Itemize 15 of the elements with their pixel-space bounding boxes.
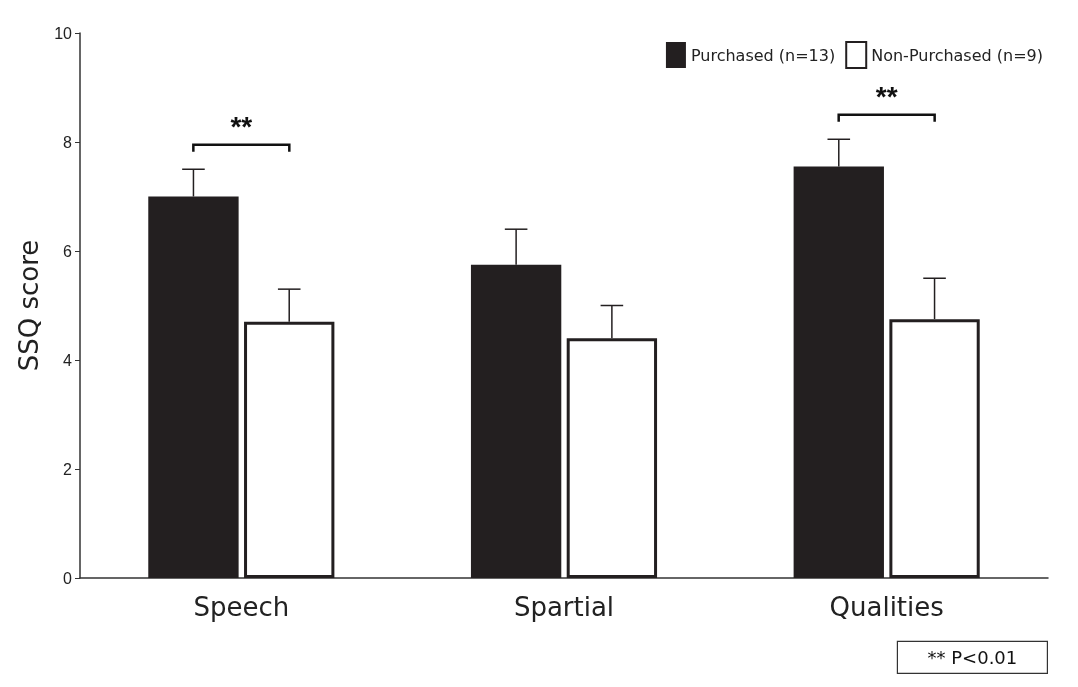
annotation: **: [230, 111, 253, 143]
x-tick-label: Spartial: [513, 592, 615, 622]
y-tick-label: 6: [63, 242, 73, 260]
legend-label: Non-Purchased (n=9): [871, 45, 1043, 65]
x-tick-label: Speech: [193, 592, 290, 622]
legend-label: Purchased (n=13): [690, 45, 836, 65]
y-tick-label: 4: [63, 351, 73, 369]
x-tick-label: Qualities: [829, 592, 944, 622]
annotation: **: [875, 81, 898, 113]
y-tick-label: 2: [63, 460, 73, 478]
y-tick-label: 8: [63, 133, 73, 151]
text: ** P<0.01: [927, 646, 1018, 668]
y-axis-title: SSQ score: [14, 239, 44, 372]
y-tick-label: 10: [54, 24, 73, 42]
y-tick-label: 0: [63, 569, 73, 587]
